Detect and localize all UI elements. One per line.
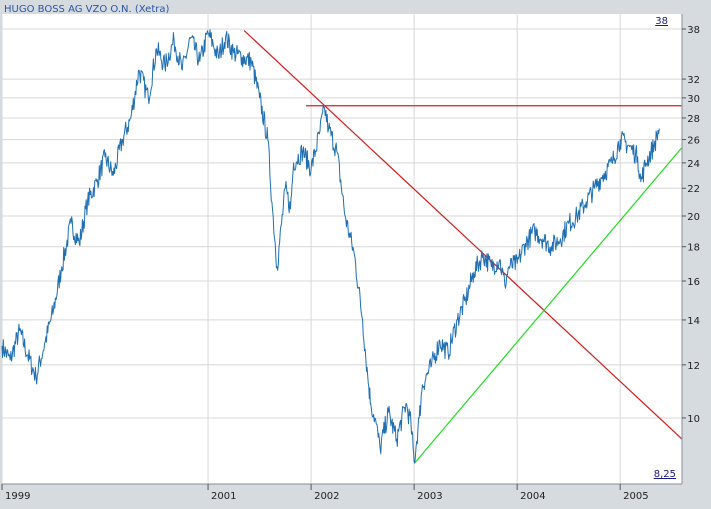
y-tick-label: 20 xyxy=(687,212,700,223)
y-tick-label: 18 xyxy=(687,243,700,254)
max-value-marker: 38 xyxy=(655,16,668,27)
chart-title: HUGO BOSS AG VZO O.N. (Xetra) xyxy=(4,4,169,15)
price-series xyxy=(1,29,660,464)
y-tick-label: 28 xyxy=(687,114,700,125)
trend-lines xyxy=(243,30,683,464)
y-axis: 10 12 14 16 18 20 22 24 26 28 30 32 38 xyxy=(682,25,700,425)
y-tick-label: 16 xyxy=(687,277,700,288)
trend-line-downtrend xyxy=(243,30,683,440)
y-tick-label: 14 xyxy=(687,316,700,327)
y-tick-label: 30 xyxy=(687,94,700,105)
x-tick-label: 2003 xyxy=(417,491,442,502)
price-line xyxy=(1,29,660,464)
y-tick-label: 22 xyxy=(687,184,700,195)
y-tick-label: 10 xyxy=(687,414,700,425)
y-tick-label: 32 xyxy=(687,75,700,86)
min-value-marker: 8,25 xyxy=(654,469,676,480)
plot-area xyxy=(2,14,682,484)
y-tick-label: 26 xyxy=(687,136,700,147)
x-tick-label: 1999 xyxy=(5,491,30,502)
y-tick-label: 38 xyxy=(687,25,700,36)
x-tick-label: 2005 xyxy=(623,491,648,502)
x-tick-label: 2004 xyxy=(520,491,545,502)
x-tick-label: 2002 xyxy=(314,491,339,502)
trend-line-uptrend xyxy=(413,147,683,464)
x-axis: 1999 2001 2002 2003 2004 2005 xyxy=(1,484,649,502)
y-tick-label: 24 xyxy=(687,159,700,170)
y-tick-label: 12 xyxy=(687,361,700,372)
x-tick-label: 2001 xyxy=(211,491,236,502)
